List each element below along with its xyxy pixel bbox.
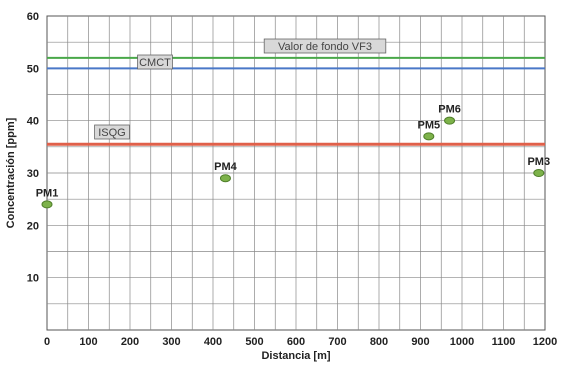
reference-label: Valor de fondo VF3 (278, 41, 372, 53)
x-tick-label: 800 (370, 336, 388, 348)
reference-label: CMCT (139, 57, 171, 69)
reference-label-box (263, 38, 387, 54)
x-tick-label: 1100 (492, 336, 516, 348)
x-tick-label: 1200 (533, 336, 557, 348)
reference-label-box (137, 54, 173, 70)
x-tick-label: 300 (162, 336, 180, 348)
reference-label: ISQG (98, 127, 126, 139)
x-tick-label: 500 (245, 336, 263, 348)
data-point (533, 169, 545, 177)
y-tick-label: 60 (27, 11, 39, 23)
tick-labels: 0 100 200 300 400 500 600 700 800 900 1000 1100 1200… (27, 11, 557, 348)
data-point-label: PM4 (214, 161, 238, 173)
data-point (41, 200, 53, 209)
reference-label-box (94, 124, 130, 140)
grid (46, 15, 546, 331)
x-tick-label: 400 (204, 336, 222, 348)
y-tick-label: 20 (27, 220, 39, 232)
data-point-label: PM5 (417, 119, 440, 131)
y-axis-label: Concentración [ppm] (5, 117, 17, 228)
data-point (219, 174, 231, 183)
reference-lines: Valor de fondo VF3 CMCT ISQG (47, 38, 545, 146)
data-point-label: PM3 (527, 156, 550, 168)
data-point (444, 116, 456, 125)
data-point (423, 132, 435, 141)
data-point-label: PM1 (36, 187, 59, 199)
data-points: PM1 PM4 PM5 PM6 PM3 (36, 104, 550, 209)
x-tick-label: 700 (328, 336, 346, 348)
x-tick-label: 900 (411, 336, 429, 348)
y-tick-label: 10 (27, 273, 39, 285)
y-tick-label: 50 (27, 63, 39, 75)
x-tick-label: 1000 (450, 336, 474, 348)
x-tick-label: 600 (287, 336, 305, 348)
x-tick-label: 0 (44, 336, 50, 348)
y-tick-label: 40 (27, 116, 39, 128)
y-tick-label: 30 (27, 168, 39, 180)
x-tick-label: 200 (121, 336, 139, 348)
data-point-label: PM6 (438, 104, 461, 116)
x-axis-label: Distancia [m] (261, 350, 330, 362)
x-tick-label: 100 (79, 336, 97, 348)
